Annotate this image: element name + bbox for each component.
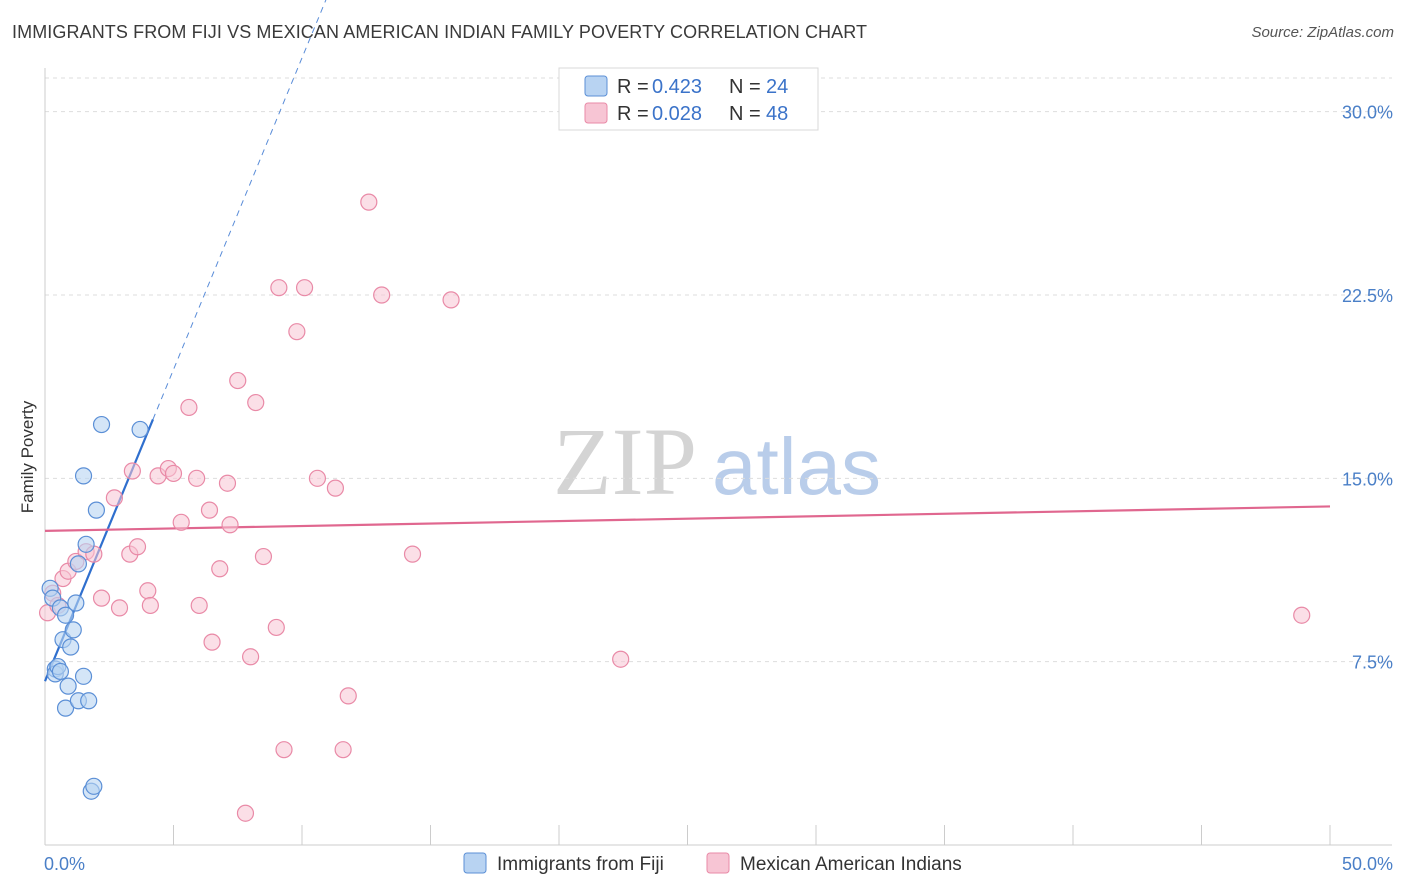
chart-source: Source: ZipAtlas.com (1251, 24, 1394, 41)
bottom-legend-swatch-pink (706, 852, 730, 874)
point-fiji-24 (131, 420, 149, 439)
point-fiji-13 (67, 594, 85, 612)
watermark-atlas: atlas (712, 422, 881, 511)
y-tick-labels: 7.5% 15.0% 22.5% 30.0% (1342, 103, 1393, 673)
point-mexican-34 (288, 323, 306, 341)
point-mexican-38 (334, 741, 352, 759)
point-mexican-32 (270, 279, 288, 297)
point-mexican-19 (172, 513, 190, 531)
point-mexican-12 (123, 462, 141, 480)
point-fiji-18 (77, 535, 95, 553)
point-mexican-43 (442, 291, 460, 309)
legend-n-label-2: N = (729, 103, 761, 125)
point-fiji-11 (62, 638, 80, 656)
y-tick-label-2: 22.5% (1342, 286, 1393, 306)
gridlines (45, 77, 1392, 663)
legend-r-label-2: R = (617, 103, 649, 125)
axes (44, 68, 1392, 846)
point-mexican-33 (275, 741, 293, 759)
bottom-legend-swatch-blue (463, 852, 487, 874)
legend-r-value-1: 0.423 (652, 76, 702, 98)
point-mexican-35 (295, 279, 314, 297)
bottom-legend: Immigrants from Fiji Mexican American In… (463, 852, 962, 875)
point-mexican-29 (242, 648, 260, 666)
point-mexican-26 (218, 474, 237, 492)
point-mexican-37 (326, 479, 345, 497)
point-mexican-40 (360, 193, 378, 211)
legend-n-value-2: 48 (766, 103, 788, 125)
point-fiji-9 (56, 699, 75, 717)
point-mexican-47 (254, 547, 273, 566)
y-tick-label-3: 30.0% (1342, 103, 1393, 123)
point-mexican-13 (128, 538, 147, 556)
point-mexican-31 (267, 618, 285, 637)
y-tick-label-0: 7.5% (1352, 653, 1393, 673)
trend-line-mexican (44, 505, 1331, 532)
point-fiji-5 (51, 662, 70, 681)
y-tick-label-1: 15.0% (1342, 469, 1393, 489)
point-mexican-28 (229, 371, 247, 390)
point-mexican-18 (164, 464, 183, 483)
point-mexican-22 (190, 596, 208, 615)
point-mexican-45 (1293, 606, 1311, 624)
point-mexican-10 (110, 599, 129, 617)
legend-n-label-1: N = (729, 76, 761, 98)
point-fiji-19 (80, 692, 98, 710)
point-mexican-21 (188, 469, 206, 487)
point-mexican-27 (221, 516, 239, 534)
bottom-legend-label-fiji: Immigrants from Fiji (497, 854, 664, 875)
legend-swatch-blue (584, 75, 608, 97)
series-mexican-american-indians (38, 193, 1311, 822)
point-mexican-46 (236, 804, 255, 822)
point-mexican-20 (180, 398, 198, 417)
point-mexican-39 (339, 687, 357, 705)
point-mexican-44 (612, 650, 630, 668)
legend-r-label-1: R = (617, 76, 649, 98)
point-fiji-22 (87, 501, 106, 519)
point-fiji-10 (59, 677, 77, 695)
x-tick-label-0: 0.0% (44, 854, 85, 874)
point-mexican-30 (247, 393, 265, 412)
chart-title: IMMIGRANTS FROM FIJI VS MEXICAN AMERICAN… (12, 22, 868, 42)
point-mexican-25 (211, 560, 229, 578)
point-fiji-16 (74, 667, 93, 685)
series-immigrants-from-fiji (41, 415, 149, 800)
watermark-zip: ZIP (553, 408, 697, 515)
bottom-legend-label-mexican: Mexican American Indians (740, 854, 962, 875)
trend-line-fiji-extension (152, 0, 327, 420)
point-fiji-21 (85, 777, 103, 795)
legend: R = 0.423 N = 24 R = 0.028 N = 48 (558, 67, 819, 131)
point-fiji-8 (56, 606, 75, 624)
point-mexican-36 (308, 469, 327, 487)
point-mexican-24 (203, 633, 221, 651)
point-mexican-15 (141, 596, 159, 615)
point-fiji-17 (74, 467, 93, 485)
point-mexican-14 (139, 582, 157, 600)
legend-n-value-1: 24 (766, 76, 788, 98)
legend-swatch-pink (584, 102, 608, 124)
point-mexican-9 (105, 489, 123, 507)
point-fiji-23 (92, 415, 111, 434)
y-axis-title: Family Poverty (18, 400, 37, 513)
point-mexican-42 (403, 545, 422, 563)
point-mexican-8 (92, 589, 111, 607)
point-fiji-12 (64, 621, 82, 639)
point-fiji-14 (69, 555, 88, 573)
x-tick-label-1: 50.0% (1342, 854, 1393, 874)
point-mexican-41 (373, 286, 391, 304)
point-mexican-23 (200, 501, 219, 519)
legend-r-value-2: 0.028 (652, 103, 702, 125)
watermark: ZIP atlas (553, 408, 881, 515)
x-tick-labels: 0.0% 50.0% (44, 854, 1393, 874)
